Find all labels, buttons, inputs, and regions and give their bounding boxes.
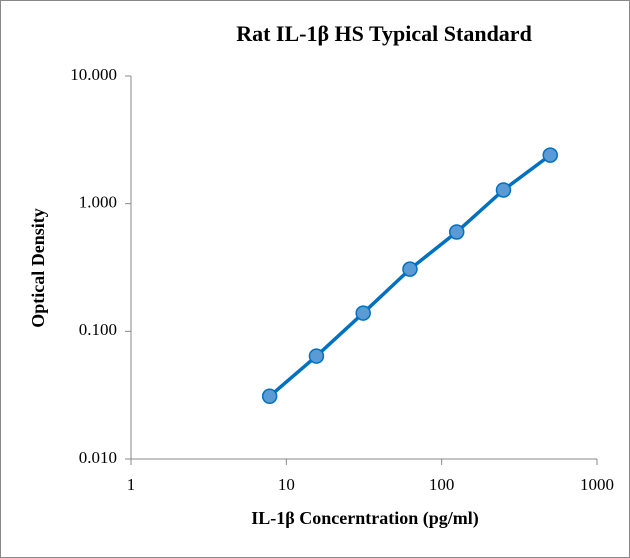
y-tick-label: 10.000 [70,65,117,84]
y-axis-label: Optical Density [28,208,48,328]
data-point [308,348,325,364]
data-point [495,182,512,198]
y-tick-label: 0.100 [79,320,117,339]
x-axis-label: IL-1β Concerntration (pg/ml) [251,508,478,529]
y-tick-label: 1.000 [79,193,117,212]
x-tick-label: 10 [278,475,295,494]
data-point [261,388,278,405]
data-point [448,224,465,240]
x-tick-label: 1 [127,475,136,494]
chart-title: Rat IL-1β HS Typical Standard [236,21,532,46]
data-point [355,305,371,321]
data-point [402,261,418,277]
x-tick-label: 100 [429,475,455,494]
y-tick-label: 0.010 [79,448,117,467]
data-point [542,147,558,163]
x-tick-label: 1000 [580,475,614,494]
